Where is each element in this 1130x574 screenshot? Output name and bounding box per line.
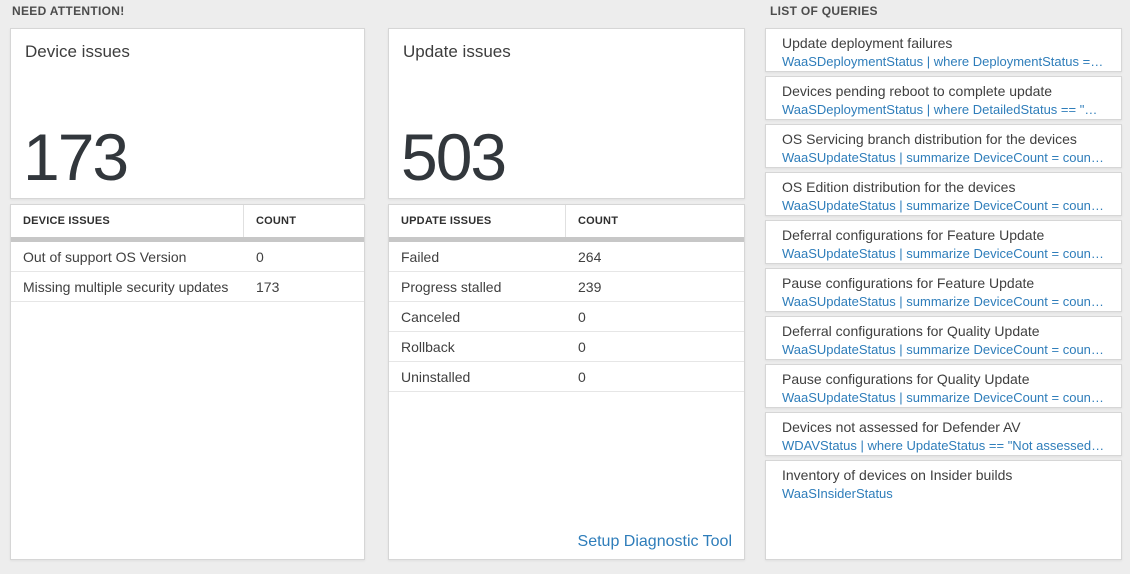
query-list-item[interactable]: Update deployment failures WaaSDeploymen… (765, 28, 1122, 72)
setup-diagnostic-tool-link[interactable]: Setup Diagnostic Tool (577, 533, 732, 550)
issue-name-cell: Missing multiple security updates (23, 278, 229, 295)
query-list-item[interactable]: Devices not assessed for Defender AV WDA… (765, 412, 1122, 456)
query-title: Devices pending reboot to complete updat… (782, 83, 1053, 99)
device-issues-column: Device issues 173 DEVICE ISSUES COUNT Ou… (10, 28, 365, 560)
issue-count-cell: 0 (578, 338, 586, 355)
query-list-column: Update deployment failures WaaSDeploymen… (765, 28, 1122, 560)
query-list-item[interactable]: Deferral configurations for Quality Upda… (765, 316, 1122, 360)
issue-count-cell: 0 (256, 248, 264, 265)
query-text-link[interactable]: WaaSUpdateStatus | summarize DeviceCount… (782, 390, 1105, 405)
query-text-link[interactable]: WaaSUpdateStatus | summarize DeviceCount… (782, 342, 1105, 357)
query-text-link[interactable]: WDAVStatus | where UpdateStatus == "Not … (782, 438, 1105, 453)
device-issues-count-column-header: COUNT (256, 215, 297, 227)
query-text-link[interactable]: WaaSUpdateStatus | summarize DeviceCount… (782, 150, 1105, 165)
query-list-item[interactable]: Devices pending reboot to complete updat… (765, 76, 1122, 120)
query-title: Deferral configurations for Feature Upda… (782, 227, 1045, 243)
query-title: Devices not assessed for Defender AV (782, 419, 1021, 435)
update-issues-name-column-header: UPDATE ISSUES (389, 205, 566, 237)
table-row[interactable]: Progress stalled 239 (389, 272, 744, 302)
table-row[interactable]: Missing multiple security updates 173 (11, 272, 364, 302)
device-issues-card[interactable]: Device issues 173 (10, 28, 365, 199)
query-title: Pause configurations for Feature Update (782, 275, 1035, 291)
table-row[interactable]: Rollback 0 (389, 332, 744, 362)
table-row[interactable]: Failed 264 (389, 242, 744, 272)
issue-count-cell: 0 (578, 368, 586, 385)
query-title: Deferral configurations for Quality Upda… (782, 323, 1040, 339)
issue-name-cell: Uninstalled (401, 368, 471, 385)
query-title: Update deployment failures (782, 35, 953, 51)
query-title: Pause configurations for Quality Update (782, 371, 1030, 387)
update-issues-table-panel: UPDATE ISSUES COUNT Failed 264 Progress … (388, 204, 745, 560)
need-attention-section-title: NEED ATTENTION! (12, 4, 125, 18)
update-issues-count-column-header: COUNT (578, 215, 619, 227)
horizontal-scrollbar[interactable] (389, 237, 744, 242)
query-text-link[interactable]: WaaSUpdateStatus | summarize DeviceCount… (782, 246, 1105, 261)
table-row[interactable]: Out of support OS Version 0 (11, 242, 364, 272)
update-issues-count-value: 503 (401, 120, 507, 194)
query-list-item[interactable]: Deferral configurations for Feature Upda… (765, 220, 1122, 264)
issue-name-cell: Progress stalled (401, 278, 502, 295)
query-text-link[interactable]: WaaSInsiderStatus (782, 486, 893, 501)
issue-count-cell: 264 (578, 248, 602, 265)
query-text-link[interactable]: WaaSDeploymentStatus | where DeploymentS… (782, 54, 1105, 69)
issue-name-cell: Rollback (401, 338, 455, 355)
issue-name-cell: Failed (401, 248, 440, 265)
list-of-queries-section-title: LIST OF QUERIES (770, 4, 878, 18)
device-issues-card-label: Device issues (25, 42, 130, 61)
query-list-item[interactable]: Inventory of devices on Insider builds W… (765, 460, 1122, 560)
query-list-item[interactable]: OS Servicing branch distribution for the… (765, 124, 1122, 168)
query-list-item[interactable]: Pause configurations for Feature Update … (765, 268, 1122, 312)
horizontal-scrollbar[interactable] (11, 237, 364, 242)
query-title: Inventory of devices on Insider builds (782, 467, 1013, 483)
query-title: OS Servicing branch distribution for the… (782, 131, 1077, 147)
query-text-link[interactable]: WaaSUpdateStatus | summarize DeviceCount… (782, 198, 1105, 213)
device-issues-name-column-header: DEVICE ISSUES (11, 205, 244, 237)
device-issues-table-panel: DEVICE ISSUES COUNT Out of support OS Ve… (10, 204, 365, 560)
table-row[interactable]: Uninstalled 0 (389, 362, 744, 392)
device-issues-table-header: DEVICE ISSUES COUNT (11, 205, 364, 237)
query-text-link[interactable]: WaaSDeploymentStatus | where DetailedSta… (782, 102, 1105, 117)
query-list-item[interactable]: Pause configurations for Quality Update … (765, 364, 1122, 408)
issue-name-cell: Out of support OS Version (23, 248, 187, 265)
query-list-item[interactable]: OS Edition distribution for the devices … (765, 172, 1122, 216)
device-issues-count-value: 173 (23, 120, 129, 194)
update-issues-card[interactable]: Update issues 503 (388, 28, 745, 199)
update-issues-column: Update issues 503 UPDATE ISSUES COUNT Fa… (388, 28, 745, 560)
issue-count-cell: 239 (578, 278, 602, 295)
update-issues-table-header: UPDATE ISSUES COUNT (389, 205, 744, 237)
update-issues-card-label: Update issues (403, 42, 511, 61)
issue-count-cell: 0 (578, 308, 586, 325)
table-row[interactable]: Canceled 0 (389, 302, 744, 332)
issue-name-cell: Canceled (401, 308, 461, 325)
query-text-link[interactable]: WaaSUpdateStatus | summarize DeviceCount… (782, 294, 1105, 309)
query-title: OS Edition distribution for the devices (782, 179, 1016, 195)
issue-count-cell: 173 (256, 278, 280, 295)
